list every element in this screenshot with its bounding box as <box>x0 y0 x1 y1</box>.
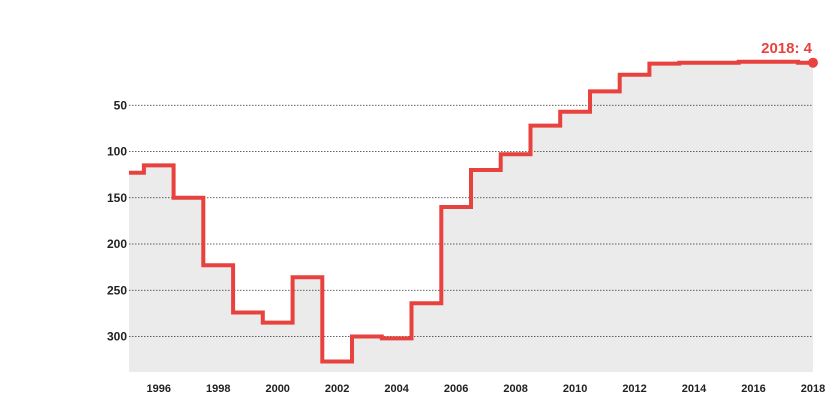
annotation-label: 2018: 4 <box>761 40 813 57</box>
x-tick-label: 1996 <box>146 383 170 395</box>
annotation-layer: 2018: 4 <box>761 40 813 57</box>
x-tick-label: 2002 <box>325 383 349 395</box>
series-layer <box>129 57 818 364</box>
x-tick-label: 2008 <box>503 383 527 395</box>
x-tick-label: 2014 <box>682 383 707 395</box>
end-point-marker <box>808 57 818 68</box>
x-tick-label: 2006 <box>444 383 468 395</box>
series-line <box>129 59 813 364</box>
x-tick-label: 2012 <box>622 383 646 395</box>
y-tick-label: 300 <box>107 330 127 344</box>
y-axis-ticks: 50 100 150 200 250 300 <box>107 98 127 343</box>
y-tick-label: 200 <box>107 237 127 251</box>
y-tick-label: 100 <box>107 145 127 159</box>
area-layer <box>129 61 813 373</box>
y-tick-label: 150 <box>107 191 127 205</box>
x-tick-label: 2010 <box>563 383 587 395</box>
area-fill <box>129 61 813 373</box>
x-axis-ticks: 1996 1998 2000 2002 2004 2006 2008 2010 2012 2014… <box>146 383 825 395</box>
x-tick-label: 1998 <box>206 383 230 395</box>
x-tick-label: 2000 <box>265 383 289 395</box>
y-tick-label: 250 <box>107 283 127 297</box>
x-tick-label: 2004 <box>384 383 409 395</box>
x-tick-label: 2018 <box>801 383 825 395</box>
x-tick-label: 2016 <box>741 383 765 395</box>
y-tick-label: 50 <box>114 98 128 112</box>
